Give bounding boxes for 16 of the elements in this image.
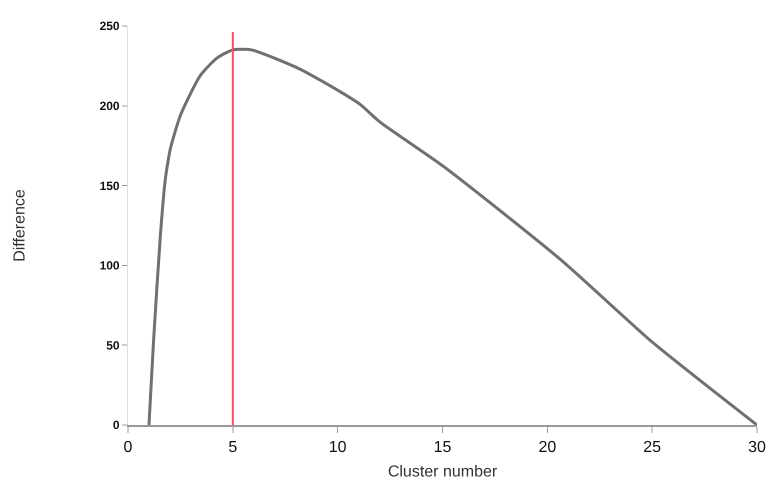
x-tick-label: 5 xyxy=(228,439,238,456)
y-tick-label: 250 xyxy=(100,19,120,34)
line-series xyxy=(147,48,757,425)
x-tick-label: 15 xyxy=(434,439,452,456)
x-tick-label: 20 xyxy=(538,439,556,456)
y-tick-label: 0 xyxy=(112,418,120,432)
y-tick-label: 200 xyxy=(100,99,120,113)
x-tick-label: 0 xyxy=(124,439,133,456)
y-axis-title: Difference xyxy=(11,189,28,262)
y-tick-label: 50 xyxy=(106,338,120,352)
x-tick-label: 10 xyxy=(328,439,347,456)
x-tick-label: 30 xyxy=(748,439,766,456)
y-tick-label: 150 xyxy=(100,178,120,193)
x-tick-label: 25 xyxy=(643,439,662,456)
x-axis-title: Cluster number xyxy=(388,463,498,480)
y-tick-label: 100 xyxy=(100,258,120,273)
